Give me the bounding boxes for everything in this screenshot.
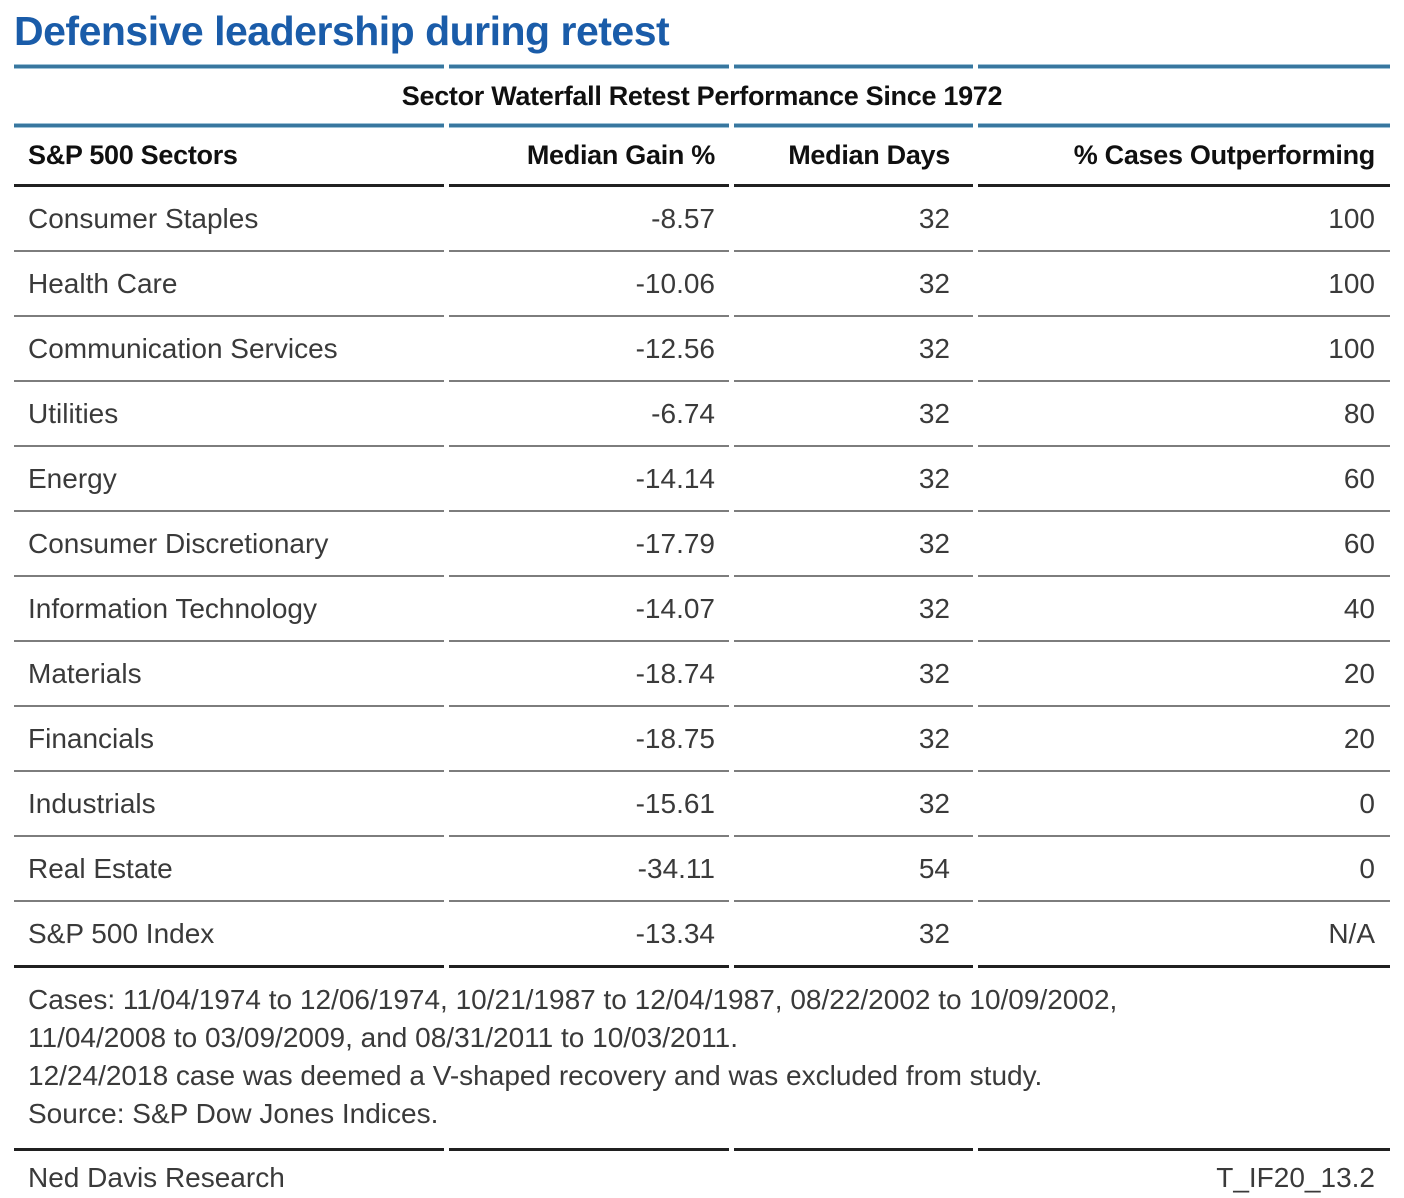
footnote-source: Source: S&P Dow Jones Indices.: [28, 1098, 439, 1129]
row-divider: [14, 445, 1390, 447]
table-row: Consumer Discretionary -17.79 32 60: [14, 512, 1390, 575]
median-days-cell: 32: [918, 397, 950, 429]
pct-outperforming-cell: 60: [1343, 462, 1375, 494]
row-divider: [14, 900, 1390, 902]
footnote-line: 12/24/2018 case was deemed a V-shaped re…: [28, 1060, 1043, 1091]
table-row: S&P 500 Index -13.34 32 N/A: [14, 902, 1390, 965]
median-days-cell: 32: [918, 917, 950, 949]
median-gain-cell: -15.61: [635, 787, 715, 819]
median-days-cell: 32: [918, 787, 950, 819]
column-header-sectors: S&P 500 Sectors: [28, 140, 238, 170]
sector-cell: Energy: [28, 462, 117, 494]
sector-cell: S&P 500 Index: [28, 917, 215, 949]
sector-cell: Communication Services: [28, 332, 338, 364]
sector-cell: Financials: [28, 722, 155, 754]
table-row: Utilities -6.74 32 80: [14, 382, 1390, 445]
sector-cell: Utilities: [28, 397, 119, 429]
median-gain-cell: -34.11: [637, 852, 715, 884]
divider-table-bottom: [14, 965, 1390, 968]
row-divider: [14, 380, 1390, 382]
footer-figure-id: T_IF20_13.2: [1216, 1161, 1375, 1193]
column-header-pct-outperforming: % Cases Outperforming: [1073, 140, 1376, 170]
table-row: Health Care -10.06 32 100: [14, 252, 1390, 315]
median-gain-cell: -18.74: [635, 657, 715, 689]
table-row: Real Estate -34.11 54 0: [14, 837, 1390, 900]
median-days-cell: 32: [918, 202, 950, 234]
divider-blue-top: [14, 65, 1390, 68]
pct-outperforming-cell: 100: [1328, 267, 1375, 299]
median-days-cell: 32: [918, 657, 950, 689]
sector-cell: Real Estate: [28, 852, 173, 884]
row-divider: [14, 770, 1390, 772]
pct-outperforming-cell: 80: [1343, 397, 1375, 429]
median-gain-cell: -8.57: [651, 202, 715, 234]
median-days-cell: 32: [918, 592, 950, 624]
median-gain-cell: -18.75: [635, 722, 715, 754]
footer-branding: Ned Davis Research: [28, 1161, 285, 1193]
table-header-row: S&P 500 Sectors Median Gain % Median Day…: [14, 127, 1390, 184]
pct-outperforming-cell: 0: [1359, 787, 1375, 819]
pct-outperforming-cell: 20: [1343, 657, 1375, 689]
row-divider: [14, 705, 1390, 707]
table-row: Consumer Staples -8.57 32 100: [14, 187, 1390, 250]
pct-outperforming-cell: N/A: [1328, 917, 1375, 949]
sector-cell: Industrials: [28, 787, 156, 819]
row-divider: [14, 250, 1390, 252]
sector-cell: Materials: [28, 657, 142, 689]
sector-cell: Information Technology: [28, 592, 317, 624]
row-divider: [14, 510, 1390, 512]
median-days-cell: 32: [918, 527, 950, 559]
sector-cell: Consumer Discretionary: [28, 527, 329, 559]
pct-outperforming-cell: 100: [1328, 202, 1375, 234]
table-title: Sector Waterfall Retest Performance Sinc…: [401, 80, 1003, 111]
median-gain-cell: -10.06: [635, 267, 715, 299]
median-days-cell: 32: [918, 267, 950, 299]
table-row: Materials -18.74 32 20: [14, 642, 1390, 705]
pct-outperforming-cell: 100: [1328, 332, 1375, 364]
footer: Ned Davis Research T_IF20_13.2: [14, 1151, 1390, 1198]
pct-outperforming-cell: 60: [1343, 527, 1375, 559]
median-gain-cell: -13.34: [635, 917, 715, 949]
median-days-cell: 32: [918, 332, 950, 364]
footnotes: Cases: 11/04/1974 to 12/06/1974, 10/21/1…: [14, 968, 1390, 1148]
row-divider: [14, 835, 1390, 837]
median-gain-cell: -17.79: [635, 527, 715, 559]
row-divider: [14, 575, 1390, 577]
footnote-line: Cases: 11/04/1974 to 12/06/1974, 10/21/1…: [28, 984, 1118, 1015]
pct-outperforming-cell: 40: [1343, 592, 1375, 624]
sector-cell: Consumer Staples: [28, 202, 259, 234]
median-days-cell: 32: [918, 722, 950, 754]
median-gain-cell: -14.14: [635, 462, 715, 494]
pct-outperforming-cell: 20: [1343, 722, 1375, 754]
table-body: Consumer Staples -8.57 32 100 Health Care -10…: [14, 187, 1390, 965]
median-gain-cell: -14.07: [635, 592, 715, 624]
median-gain-cell: -12.56: [635, 332, 715, 364]
table-row: Industrials -15.61 32 0: [14, 772, 1390, 835]
median-days-cell: 32: [918, 462, 950, 494]
page-title: Defensive leadership during retest: [14, 8, 670, 54]
row-divider: [14, 640, 1390, 642]
sector-cell: Health Care: [28, 267, 178, 299]
footnote-line: 11/04/2008 to 03/09/2009, and 08/31/2011…: [28, 1022, 738, 1053]
row-divider: [14, 315, 1390, 317]
median-gain-cell: -6.74: [651, 397, 715, 429]
table-row: Communication Services -12.56 32 100: [14, 317, 1390, 380]
column-header-median-days: Median Days: [788, 140, 950, 170]
divider-footer: [14, 1148, 1390, 1151]
divider-header: [14, 184, 1390, 187]
table-row: Financials -18.75 32 20: [14, 707, 1390, 770]
column-header-median-gain: Median Gain %: [526, 140, 715, 170]
median-days-cell: 54: [918, 852, 950, 884]
table-row: Information Technology -14.07 32 40: [14, 577, 1390, 640]
table-row: Energy -14.14 32 60: [14, 447, 1390, 510]
divider-blue-bottom: [14, 124, 1390, 127]
pct-outperforming-cell: 0: [1359, 852, 1375, 884]
